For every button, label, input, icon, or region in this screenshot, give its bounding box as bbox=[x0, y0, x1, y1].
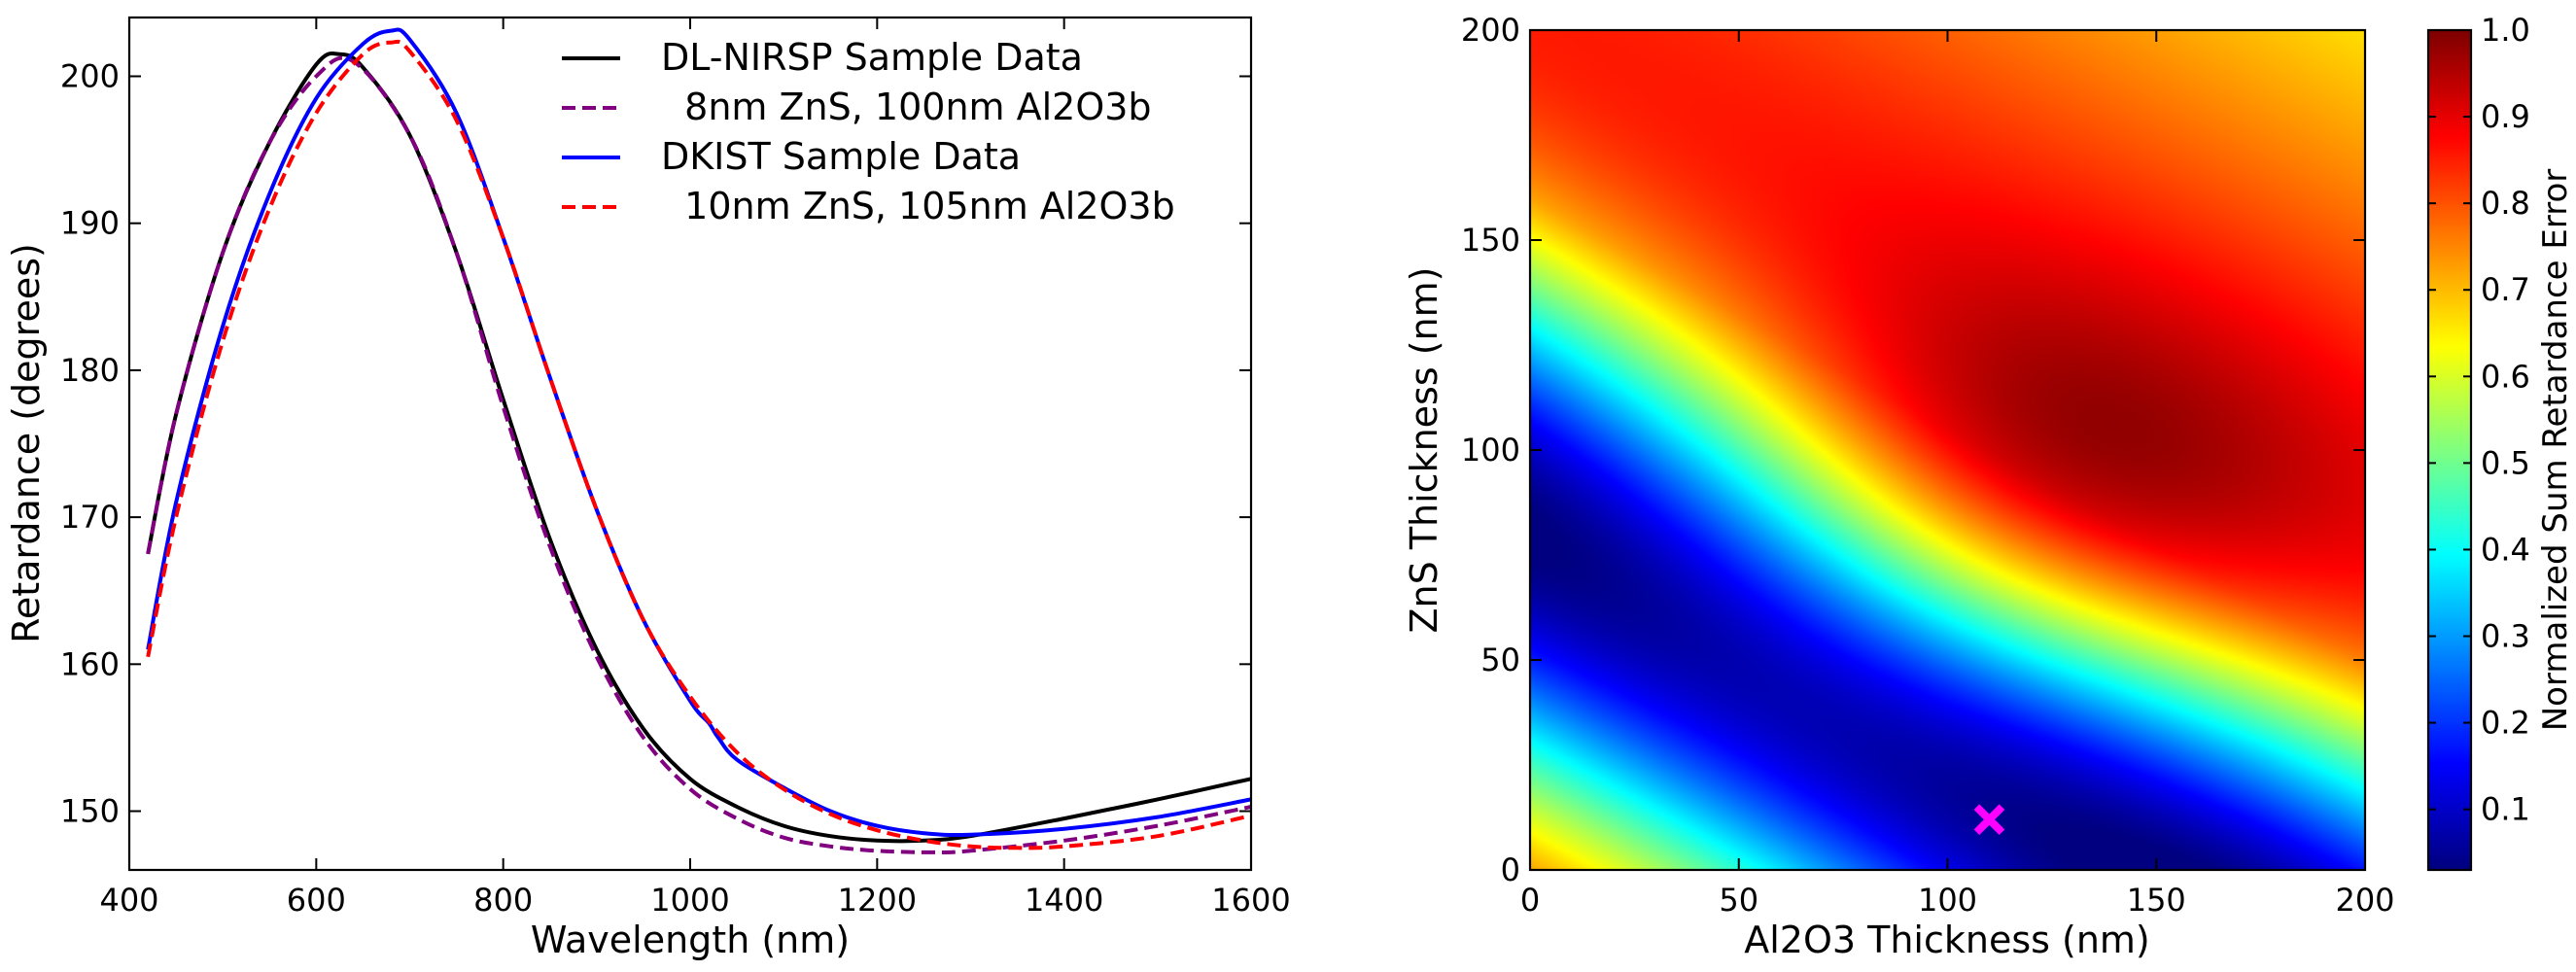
x-tick-label: 1400 bbox=[1025, 882, 1103, 919]
error-heatmap: 0 50 100 150 200 0 50 100 150 200 Al2O3 Thicknes… bbox=[1403, 12, 2395, 961]
heatmap-y-axis-ticks: 0 50 100 150 200 bbox=[1461, 12, 2365, 888]
colorbar-tick-label: 0.2 bbox=[2481, 705, 2530, 742]
legend: DL-NIRSP Sample Data 8nm ZnS, 100nm Al2O… bbox=[562, 36, 1175, 227]
colorbar-tick-label: 0.4 bbox=[2481, 531, 2530, 568]
colorbar-tick-label: 0.9 bbox=[2481, 98, 2530, 135]
colorbar-ticks: 0.1 0.2 0.3 0.4 0.5 0.6 0.7 0.8 0.9 1.0 bbox=[2428, 12, 2530, 828]
y-axis-label: Retardance (degrees) bbox=[5, 243, 48, 643]
colorbar-tick-label: 0.7 bbox=[2481, 271, 2530, 308]
colorbar-label: Normalized Sum Retardance Error bbox=[2536, 169, 2575, 732]
y-tick-label: 200 bbox=[60, 57, 120, 94]
colorbar-tick-label: 0.5 bbox=[2481, 444, 2530, 481]
y-axis-ticks: 150 160 170 180 190 200 bbox=[60, 57, 1251, 830]
heatmap-x-tick-label: 100 bbox=[1918, 882, 1977, 919]
x-axis-ticks: 400 600 800 1000 1200 1400 1600 bbox=[99, 17, 1291, 919]
heatmap-y-axis-label: ZnS Thickness (nm) bbox=[1403, 267, 1445, 634]
y-tick-label: 160 bbox=[60, 645, 120, 682]
heatmap-x-tick-label: 50 bbox=[1719, 882, 1758, 919]
legend-label-2: DKIST Sample Data bbox=[661, 135, 1021, 178]
y-tick-label: 190 bbox=[60, 205, 120, 242]
x-tick-label: 600 bbox=[287, 882, 346, 919]
heatmap-x-tick-label: 150 bbox=[2127, 882, 2186, 919]
x-tick-label: 1600 bbox=[1211, 882, 1290, 919]
heatmap-x-axis-ticks: 0 50 100 150 200 bbox=[1520, 30, 2395, 919]
legend-label-0: DL-NIRSP Sample Data bbox=[661, 36, 1083, 79]
heatmap-image bbox=[1530, 30, 2365, 870]
heatmap-x-tick-label: 0 bbox=[1520, 882, 1540, 919]
x-axis-label: Wavelength (nm) bbox=[531, 919, 850, 961]
legend-label-1: 8nm ZnS, 100nm Al2O3b bbox=[661, 86, 1152, 128]
colorbar-tick-label: 0.6 bbox=[2481, 358, 2530, 395]
best-fit-marker bbox=[1973, 804, 2005, 835]
series-line-1 bbox=[146, 55, 1252, 854]
heatmap-y-tick-label: 0 bbox=[1501, 851, 1520, 888]
series-line-3 bbox=[146, 39, 1252, 850]
heatmap-y-tick-label: 150 bbox=[1461, 222, 1520, 259]
heatmap-x-tick-label: 200 bbox=[2335, 882, 2394, 919]
heatmap-y-tick-label: 200 bbox=[1461, 12, 1520, 49]
marker-stroke-b bbox=[1973, 804, 2005, 835]
colorbar: 0.1 0.2 0.3 0.4 0.5 0.6 0.7 0.8 0.9 1.0 Normalize… bbox=[2426, 12, 2575, 872]
retardance-line-chart: 400 600 800 1000 1200 1400 1600 150 160 170 180 19… bbox=[5, 16, 1291, 961]
y-tick-label: 150 bbox=[60, 793, 120, 830]
y-tick-label: 180 bbox=[60, 352, 120, 389]
colorbar-tick-label: 0.3 bbox=[2481, 618, 2530, 655]
heatmap-x-axis-label: Al2O3 Thickness (nm) bbox=[1744, 919, 2150, 961]
legend-label-3: 10nm ZnS, 105nm Al2O3b bbox=[661, 185, 1175, 227]
heatmap-y-tick-label: 100 bbox=[1461, 432, 1520, 469]
colorbar-tick-label: 1.0 bbox=[2481, 12, 2530, 49]
x-tick-label: 1200 bbox=[838, 882, 917, 919]
colorbar-gradient bbox=[2428, 30, 2471, 870]
heatmap-y-tick-label: 50 bbox=[1480, 642, 1520, 678]
x-tick-label: 800 bbox=[473, 882, 533, 919]
x-tick-label: 400 bbox=[99, 882, 158, 919]
colorbar-frame bbox=[2426, 28, 2473, 872]
y-tick-label: 170 bbox=[60, 499, 120, 536]
colorbar-tick-label: 0.1 bbox=[2481, 791, 2530, 828]
line-series-group bbox=[146, 27, 1252, 854]
colorbar-tick-label: 0.8 bbox=[2481, 185, 2530, 222]
x-tick-label: 1000 bbox=[650, 882, 729, 919]
